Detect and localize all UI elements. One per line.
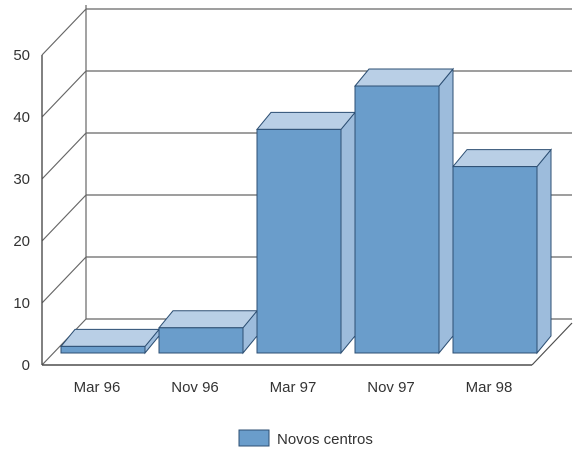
grid-diagonal [41,8,87,56]
grid-diagonal [41,132,87,180]
grid-diagonal [41,70,87,118]
x-tick-label: Mar 96 [74,379,121,396]
bar-side [438,67,454,355]
bar-side [536,148,552,355]
bar-top [353,68,455,87]
bar [157,309,259,355]
bar-side [340,111,356,355]
y-tick-label: 30 [13,171,30,188]
bar-top [59,328,161,347]
bar [59,328,161,355]
bar-front [256,128,342,354]
bar-top [157,310,259,329]
grid-diagonal [41,256,87,304]
x-axis-ticks: Mar 96 Nov 96 Mar 97 Nov 97 Mar 98 [74,379,513,396]
grid-diagonal [41,194,87,242]
legend-swatch [238,429,270,447]
legend-label: Novos centros [277,431,373,448]
bars-layer [59,67,553,355]
bar-top [451,149,553,168]
y-tick-label: 20 [13,233,30,250]
bar [451,148,553,355]
y-tick-label: 50 [13,47,30,64]
y-axis-ticks: 0 10 20 30 40 50 [13,47,30,374]
bar-front [158,327,244,354]
bar-front [354,85,440,354]
bar [255,111,357,355]
y-tick-label: 40 [13,109,30,126]
x-tick-label: Mar 98 [466,379,513,396]
y-tick-label: 0 [22,357,30,374]
x-tick-label: Mar 97 [270,379,317,396]
y-tick-label: 10 [13,295,30,312]
legend: Novos centros [238,429,373,448]
bar [353,67,455,355]
x-tick-label: Nov 96 [171,379,219,396]
bar-front [60,345,146,354]
bar-top [255,111,357,130]
bar-front [452,166,538,354]
x-tick-label: Nov 97 [367,379,415,396]
floor-edge [531,322,573,366]
